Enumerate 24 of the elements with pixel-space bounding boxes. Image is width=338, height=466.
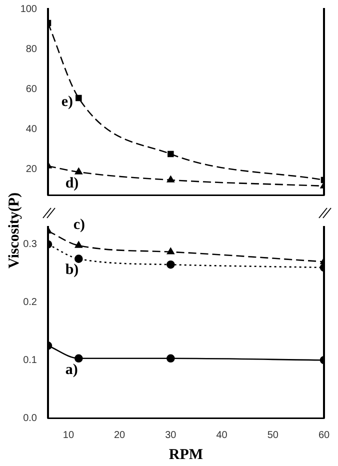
series-label: e)	[61, 94, 73, 110]
x-tick-label: 20	[114, 430, 126, 441]
y-tick-label: 0.2	[23, 296, 38, 308]
series-label: b)	[65, 262, 79, 278]
series-label: a)	[65, 362, 78, 378]
y-tick-label: 80	[26, 44, 38, 55]
x-tick-label: 50	[267, 430, 279, 441]
y-tick-label: 0.1	[23, 354, 38, 366]
x-tick-label: 40	[216, 430, 228, 441]
point	[168, 150, 174, 158]
point	[76, 94, 82, 102]
y-axis-title: Viscosity(P)	[6, 191, 24, 271]
y-tick-label: 0.0	[23, 412, 38, 424]
x-tick-label: 60	[318, 430, 330, 441]
y-tick-label: 100	[20, 4, 38, 15]
series-label: d)	[65, 175, 79, 192]
y-tick-label: 40	[26, 124, 38, 135]
y-tick-label: 0.3	[23, 239, 38, 250]
x-axis-title: RPM	[168, 446, 204, 463]
series-label: c)	[73, 216, 85, 233]
x-tick-label: 10	[62, 430, 74, 441]
y-tick-label: 60	[26, 84, 38, 95]
y-tick-label: 20	[26, 164, 38, 175]
x-tick-label: 30	[165, 430, 177, 441]
